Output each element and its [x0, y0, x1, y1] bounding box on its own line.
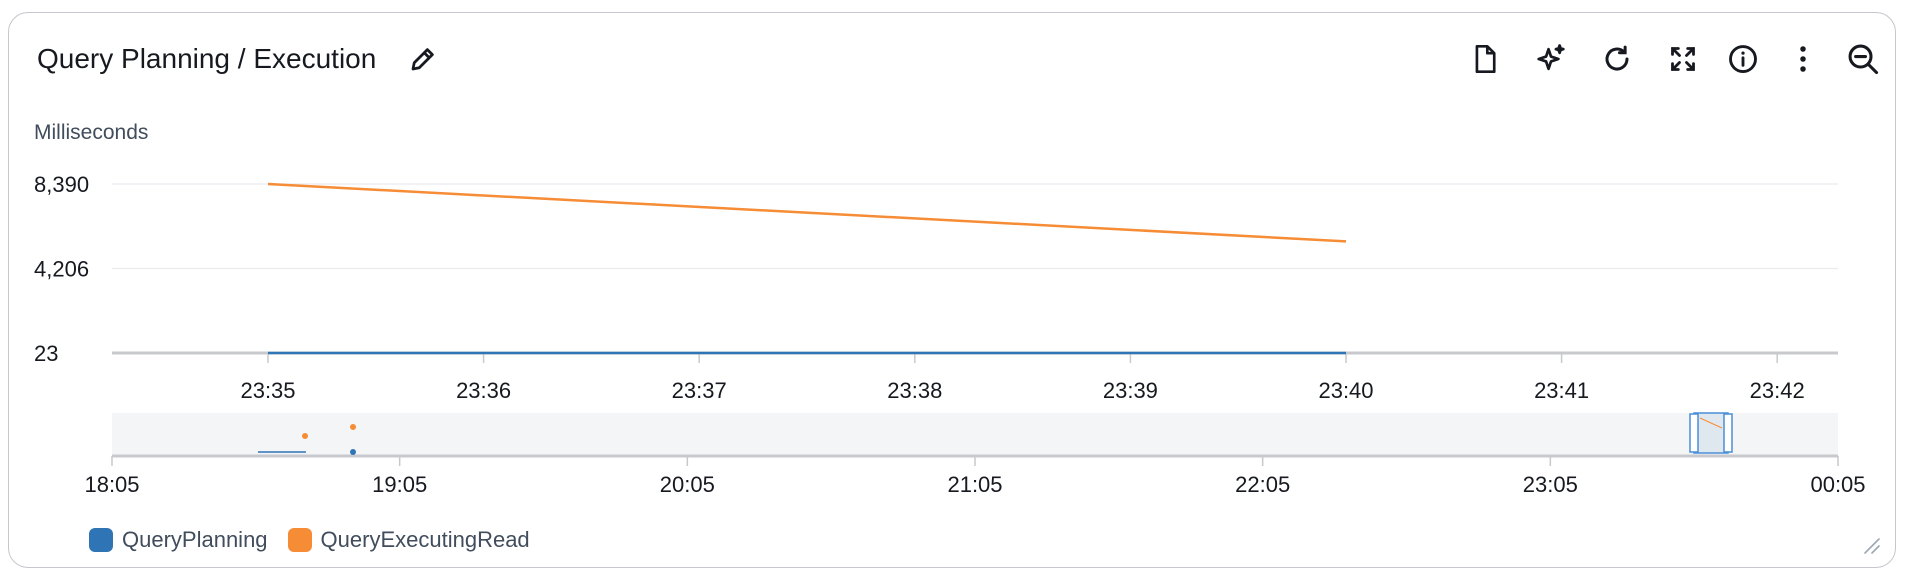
sparkle-icon[interactable] — [1533, 41, 1569, 77]
document-icon[interactable] — [1467, 41, 1503, 77]
fullscreen-icon[interactable] — [1665, 41, 1701, 77]
zoom-out-icon[interactable] — [1845, 41, 1881, 77]
legend-swatch — [89, 528, 113, 552]
widget-panel: Query Planning / Execution — [8, 12, 1896, 568]
refresh-icon[interactable] — [1599, 41, 1635, 77]
widget-header: Query Planning / Execution — [37, 39, 440, 79]
more-vertical-icon[interactable] — [1785, 41, 1821, 77]
resize-handle-icon[interactable] — [1859, 533, 1881, 555]
legend-label: QueryPlanning — [122, 527, 268, 552]
legend-item-queryexecutingread[interactable]: QueryExecutingRead — [287, 527, 530, 553]
pencil-icon[interactable] — [406, 42, 440, 76]
legend-item-queryplanning[interactable]: QueryPlanning — [89, 527, 268, 553]
info-icon[interactable] — [1725, 41, 1761, 77]
legend-swatch — [287, 528, 312, 552]
chart-legend: QueryPlanning QueryExecutingRead — [89, 527, 550, 553]
widget-toolbar — [1467, 41, 1881, 77]
legend-label: QueryExecutingRead — [320, 527, 530, 552]
widget-title: Query Planning / Execution — [37, 43, 377, 74]
